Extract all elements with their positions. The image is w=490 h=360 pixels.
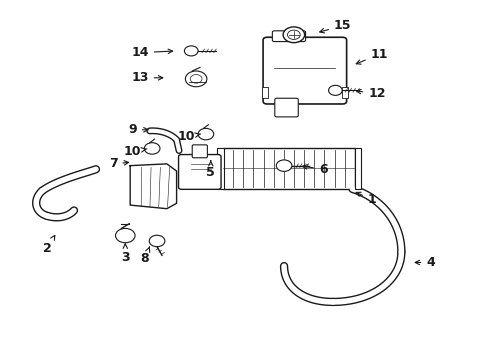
Text: 10: 10 [124, 145, 147, 158]
Text: 11: 11 [356, 48, 388, 64]
FancyBboxPatch shape [192, 145, 207, 158]
Text: 4: 4 [415, 256, 435, 269]
Circle shape [185, 71, 207, 87]
Circle shape [145, 143, 160, 154]
Text: 8: 8 [141, 247, 150, 265]
Text: 6: 6 [303, 163, 327, 176]
Circle shape [276, 160, 292, 171]
Bar [342, 87, 347, 98]
Text: 10: 10 [177, 130, 200, 144]
Circle shape [283, 27, 305, 42]
Circle shape [329, 85, 342, 95]
Text: 9: 9 [128, 123, 148, 136]
Bar [223, 148, 355, 189]
Circle shape [198, 129, 214, 140]
Bar [262, 87, 268, 98]
Circle shape [184, 46, 198, 56]
Text: 13: 13 [131, 71, 163, 84]
Text: 5: 5 [206, 161, 215, 179]
FancyBboxPatch shape [272, 31, 306, 41]
Bar [217, 148, 224, 189]
FancyBboxPatch shape [263, 37, 346, 104]
Text: 2: 2 [43, 235, 55, 255]
Circle shape [149, 235, 165, 247]
Text: 7: 7 [109, 157, 128, 170]
Bar [355, 148, 361, 189]
Text: 15: 15 [320, 19, 351, 33]
FancyBboxPatch shape [275, 98, 298, 117]
Text: 1: 1 [356, 192, 376, 206]
Text: 12: 12 [356, 87, 386, 100]
Text: 3: 3 [121, 244, 129, 264]
FancyBboxPatch shape [178, 154, 221, 189]
Text: 14: 14 [131, 46, 172, 59]
